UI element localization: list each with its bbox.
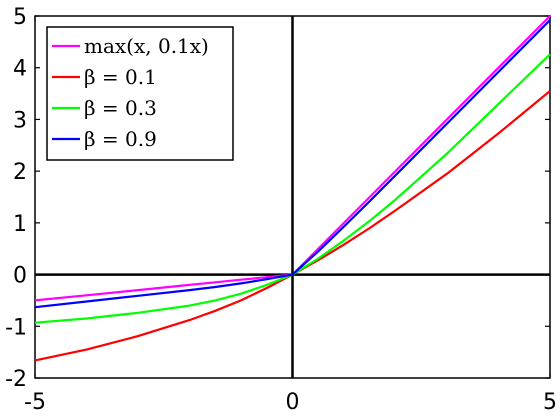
legend-box <box>46 26 234 161</box>
axes <box>34 15 551 379</box>
series-lines <box>34 15 551 362</box>
legend-label: β = 0.3 <box>84 96 157 120</box>
y-tick-label: 2 <box>13 160 27 185</box>
legend-label: β = 0.9 <box>84 127 157 151</box>
x-tick-label: 5 <box>543 390 557 415</box>
tick-labels: -2 -1 0 1 2 3 4 5 -5 0 5 <box>5 5 557 415</box>
x-tick-label: 0 <box>286 390 300 415</box>
y-tick-label: -1 <box>5 315 27 340</box>
y-tick-label: 0 <box>13 264 27 289</box>
y-tick-label: 5 <box>13 5 27 30</box>
y-tick-label: -2 <box>5 367 27 392</box>
legend-label: β = 0.1 <box>84 65 157 89</box>
y-tick-label: 4 <box>13 57 27 82</box>
y-tick-label: 1 <box>13 212 27 237</box>
y-tick-label: 3 <box>13 108 27 133</box>
legend: max(x, 0.1x) β = 0.1 β = 0.3 β = 0.9 <box>46 26 234 161</box>
series-line-3 <box>34 19 551 309</box>
x-tick-label: -5 <box>24 390 46 415</box>
legend-label: max(x, 0.1x) <box>84 34 209 58</box>
